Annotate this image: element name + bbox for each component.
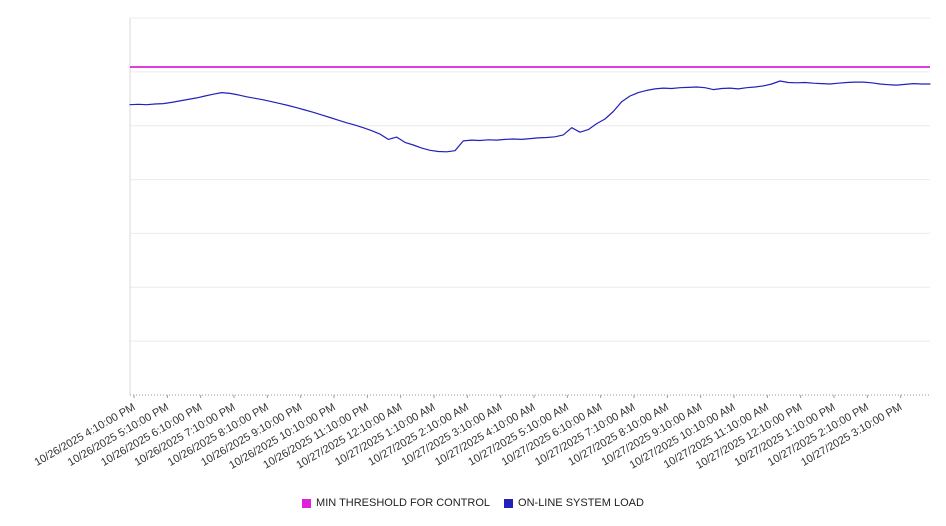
legend-label-online-system-load: ON-LINE SYSTEM LOAD <box>518 497 644 509</box>
load-line <box>129 80 931 153</box>
legend-item-min-threshold[interactable]: MIN THRESHOLD FOR CONTROL <box>302 497 490 509</box>
legend-item-online-system-load[interactable]: ON-LINE SYSTEM LOAD <box>504 497 644 509</box>
chart-legend: MIN THRESHOLD FOR CONTROL ON-LINE SYSTEM… <box>0 497 946 509</box>
legend-label-min-threshold: MIN THRESHOLD FOR CONTROL <box>316 497 491 509</box>
threshold-color-swatch <box>302 498 312 508</box>
load-color-swatch <box>504 498 514 508</box>
